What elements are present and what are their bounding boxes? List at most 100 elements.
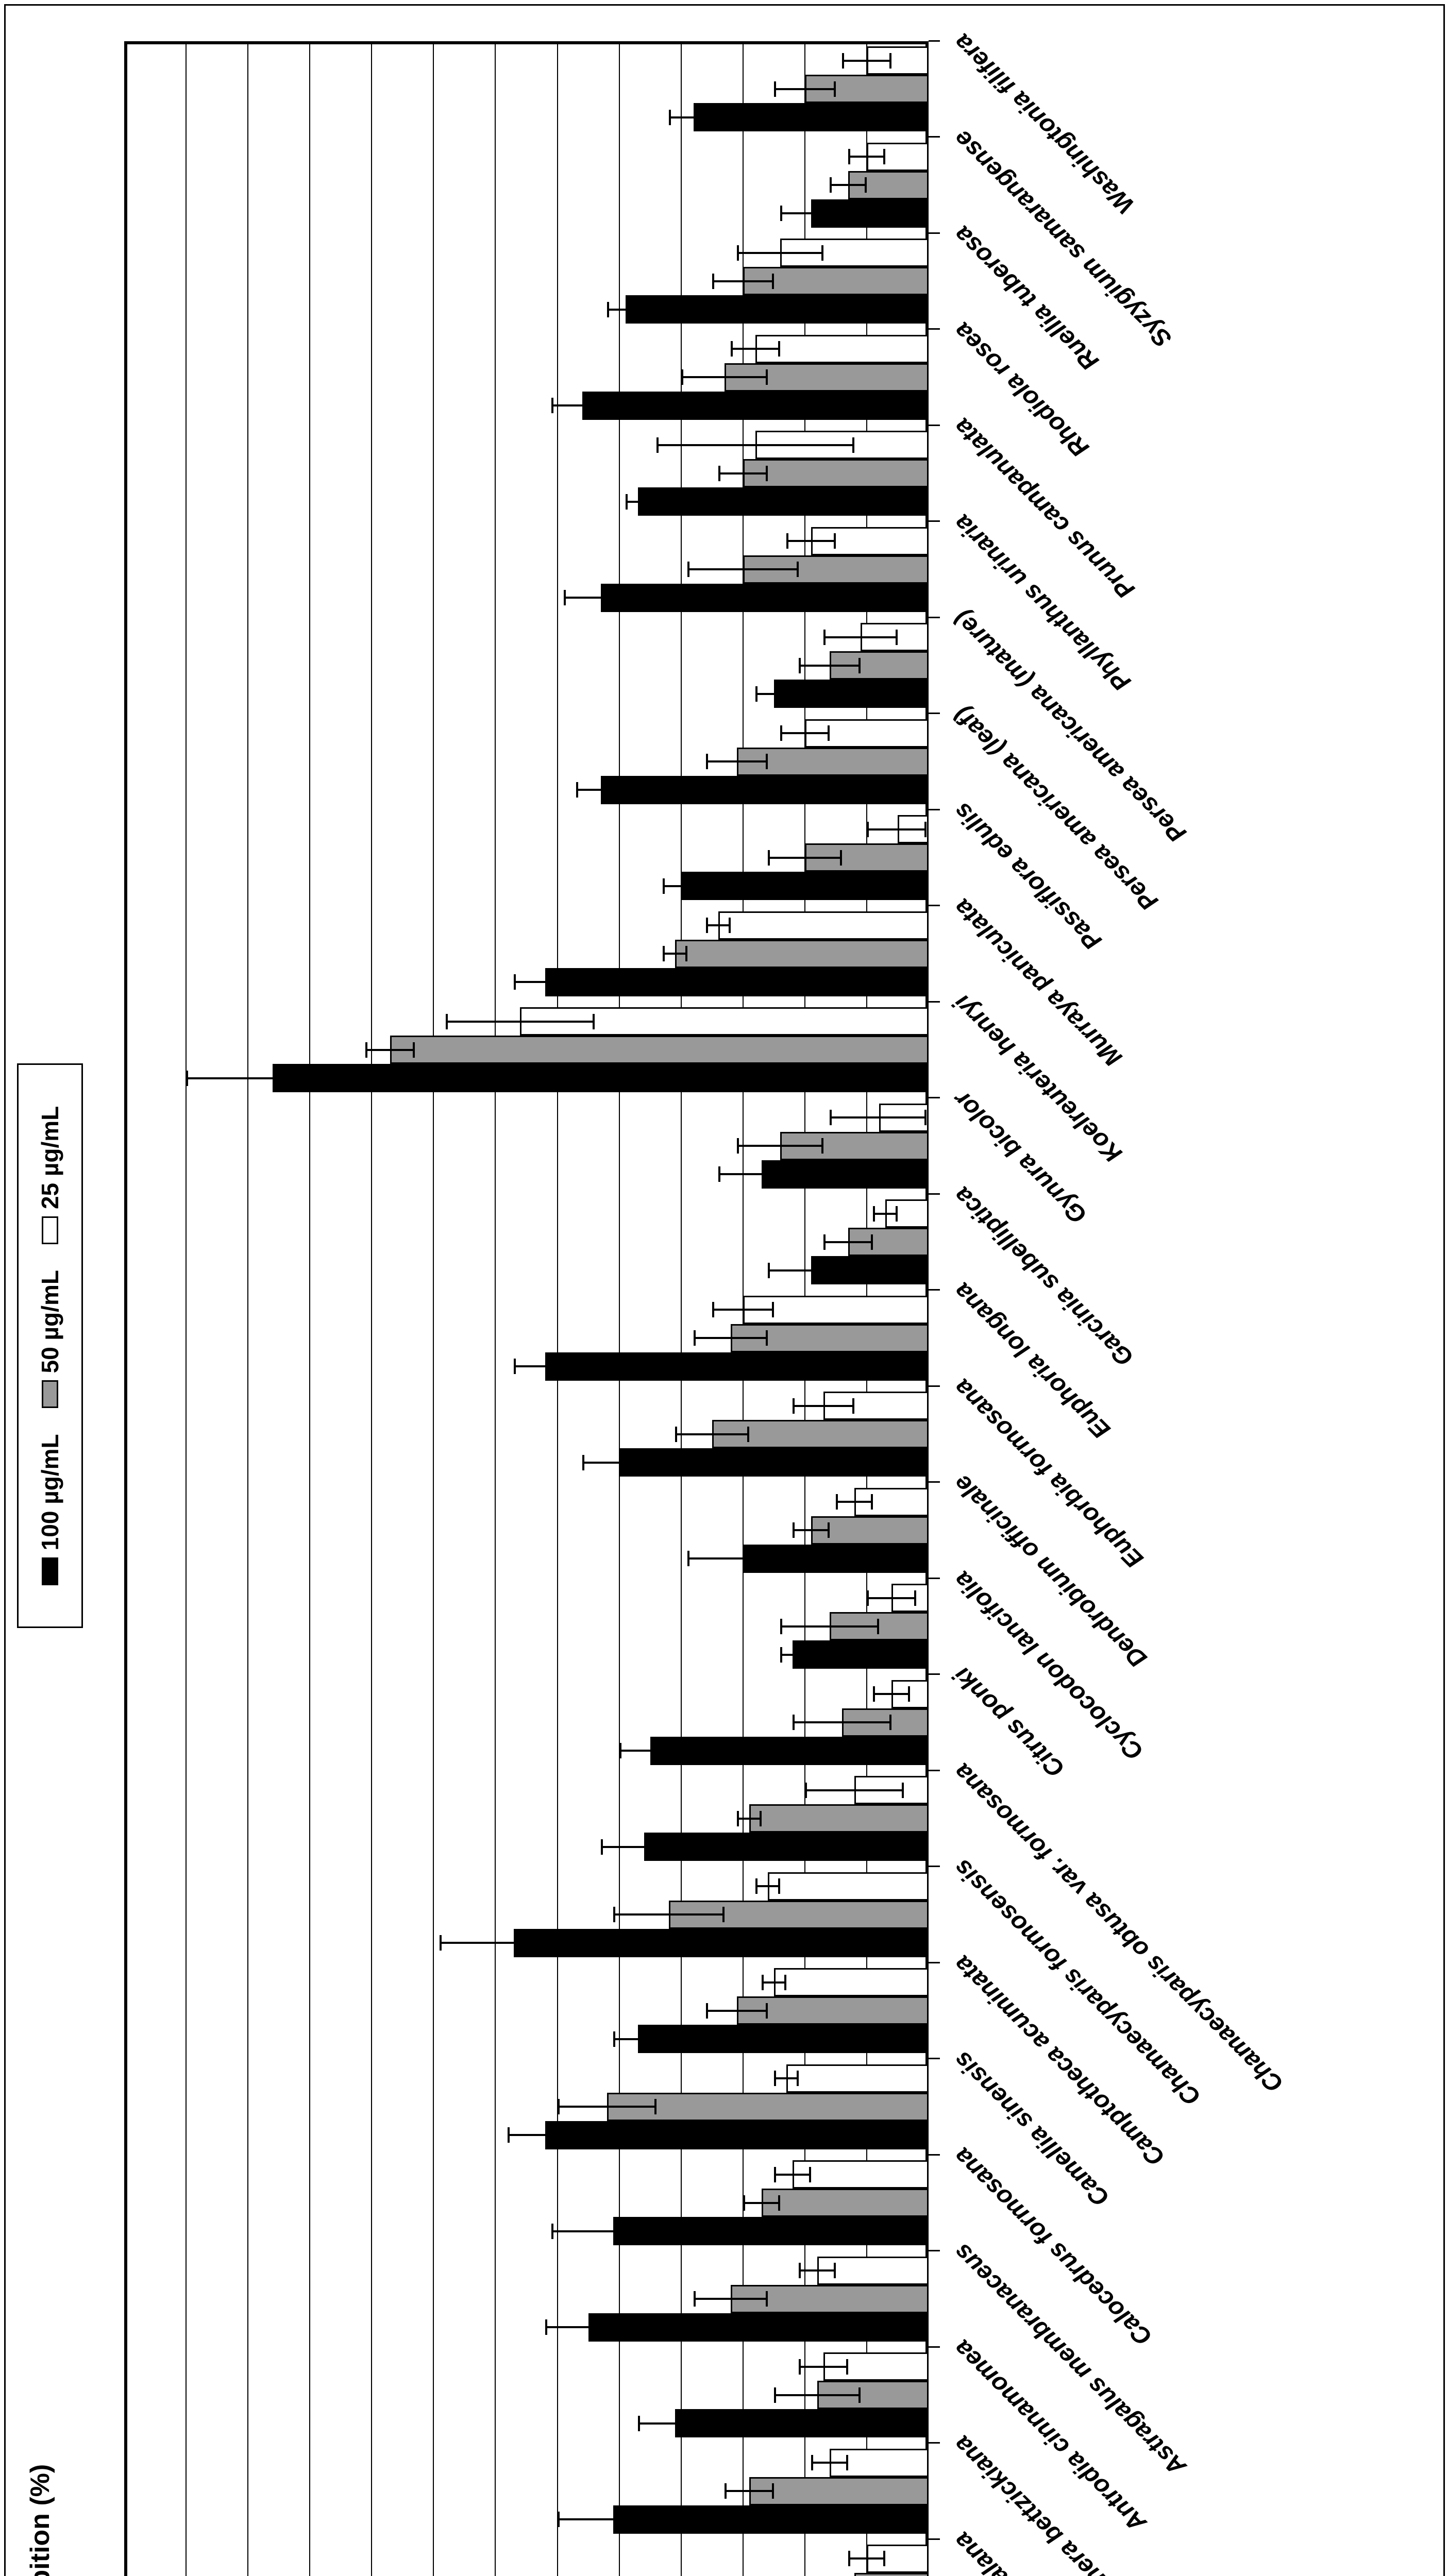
- error-bar-cap: [736, 245, 739, 261]
- error-bar-cap: [446, 1013, 448, 1029]
- error-bar-cap: [693, 1330, 696, 1346]
- category-tick-mark: [929, 713, 940, 715]
- error-bar-cap: [722, 1907, 725, 1923]
- error-bar-cap: [687, 1551, 689, 1567]
- error-bar-cap: [765, 369, 768, 385]
- error-bar-cap: [839, 850, 842, 866]
- error-bar-cap: [827, 725, 830, 741]
- error-bar-cap: [675, 1426, 677, 1442]
- error-bar: [724, 2490, 774, 2493]
- error-bar-cap: [870, 1234, 873, 1250]
- error-bar-cap: [833, 81, 836, 97]
- error-bar: [563, 597, 638, 599]
- bar: [792, 2160, 929, 2189]
- figure-border: [4, 4, 1445, 2576]
- category-tick-mark: [929, 1001, 940, 1003]
- error-bar: [730, 348, 780, 350]
- category-tick-mark: [929, 328, 940, 330]
- category-tick-mark: [929, 2250, 940, 2252]
- error-bar: [681, 376, 768, 379]
- error-bar-cap: [613, 1907, 615, 1923]
- category-tick-mark: [929, 1481, 940, 1483]
- error-bar-cap: [508, 2127, 510, 2143]
- bar: [637, 487, 929, 516]
- error-bar: [576, 789, 626, 791]
- error-bar-cap: [827, 1522, 830, 1538]
- error-bar-cap: [743, 2195, 745, 2211]
- error-bar-cap: [656, 437, 659, 453]
- category-tick-mark: [929, 616, 940, 618]
- gridline: [495, 44, 496, 2576]
- error-bar: [767, 1269, 854, 1272]
- error-bar-cap: [864, 177, 867, 193]
- error-bar: [792, 1721, 891, 1724]
- category-tick-mark: [929, 424, 940, 426]
- error-bar: [872, 1212, 898, 1215]
- error-bar-cap: [802, 1166, 805, 1182]
- error-bar-cap: [858, 2387, 861, 2403]
- bar: [675, 2409, 929, 2438]
- error-bar: [841, 59, 891, 62]
- gridline: [247, 44, 249, 2576]
- error-bar-cap: [557, 2512, 560, 2528]
- category-tick-mark: [929, 2538, 940, 2540]
- error-bar-cap: [586, 1935, 588, 1951]
- error-bar: [848, 2557, 885, 2560]
- error-bar-cap: [870, 1494, 873, 1510]
- error-bar-cap: [545, 2319, 547, 2335]
- error-bar: [755, 1885, 780, 1888]
- error-bar-cap: [514, 1359, 516, 1375]
- error-bar: [798, 664, 861, 667]
- error-bar-cap: [780, 206, 782, 222]
- error-bar: [823, 1241, 873, 1243]
- legend-label-50: 50 µg/mL: [37, 1270, 63, 1374]
- error-bar: [582, 1461, 656, 1464]
- category-tick-mark: [929, 1385, 940, 1387]
- error-bar-cap: [792, 1715, 795, 1731]
- error-bar-cap: [767, 1262, 770, 1278]
- error-bar-cap: [712, 273, 714, 289]
- error-bar-cap: [833, 2263, 836, 2279]
- error-bar: [446, 1020, 595, 1023]
- error-bar-cap: [705, 754, 708, 770]
- error-bar-cap: [718, 1166, 720, 1182]
- error-bar-cap: [654, 2099, 656, 2115]
- error-bar-cap: [755, 1878, 757, 1894]
- legend-swatch-25: [42, 1216, 58, 1245]
- error-bar-cap: [685, 946, 687, 962]
- bar: [588, 2313, 929, 2342]
- bar: [273, 1064, 929, 1093]
- error-bar-cap: [718, 465, 720, 481]
- bar: [619, 1448, 929, 1477]
- bar: [773, 1968, 929, 1997]
- error-bar-cap: [761, 1974, 764, 1990]
- error-bar-cap: [611, 398, 613, 414]
- error-bar-cap: [798, 2359, 801, 2375]
- error-bar-cap: [681, 369, 683, 385]
- error-bar-cap: [924, 1110, 927, 1126]
- gridline: [680, 44, 682, 2576]
- error-bar-cap: [786, 533, 788, 549]
- error-bar-cap: [551, 2223, 553, 2239]
- error-bar-cap: [858, 657, 861, 673]
- bar: [693, 103, 929, 132]
- error-bar-cap: [839, 206, 842, 222]
- category-tick-mark: [929, 1097, 940, 1099]
- error-bar-cap: [672, 2223, 675, 2239]
- bar: [637, 2025, 929, 2054]
- error-bar-cap: [728, 918, 731, 934]
- error-bar: [712, 1309, 774, 1311]
- error-bar-cap: [666, 2512, 669, 2528]
- legend-label-100: 100 µg/mL: [37, 1434, 63, 1551]
- error-bar: [557, 2518, 669, 2521]
- error-bar-cap: [642, 301, 644, 317]
- error-bar-cap: [712, 1302, 714, 1318]
- error-bar: [625, 500, 650, 503]
- error-bar-cap: [747, 1426, 749, 1442]
- error-bar-cap: [778, 341, 780, 357]
- error-bar: [780, 212, 842, 215]
- error-bar-cap: [792, 1398, 795, 1414]
- error-bar: [792, 1529, 830, 1532]
- error-bar: [365, 1048, 415, 1051]
- error-bar-cap: [823, 1234, 826, 1250]
